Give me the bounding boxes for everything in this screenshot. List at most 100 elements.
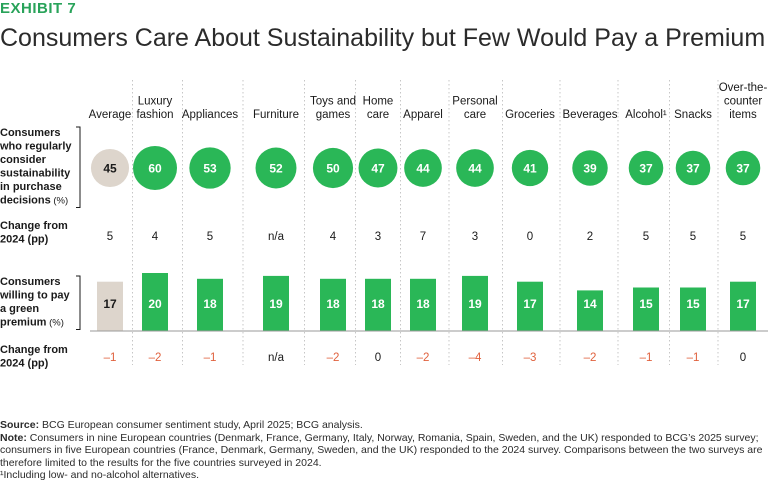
change-value: 5	[107, 231, 113, 243]
change-value: –2	[584, 352, 597, 364]
value-circle	[675, 150, 711, 186]
bar-value-label: 17	[736, 297, 750, 311]
value-circle	[255, 147, 297, 189]
chart-title: Consumers Care About Sustainability but …	[0, 24, 766, 52]
change-value: –4	[469, 352, 482, 364]
change-value: 0	[527, 231, 533, 243]
source-text: BCG European consumer sentiment study, A…	[42, 419, 363, 431]
bar-value-label: 18	[416, 297, 430, 311]
column-header: Furniture	[253, 109, 299, 121]
change-value: –3	[524, 352, 537, 364]
column-header: games	[316, 109, 351, 121]
value-bar	[97, 281, 123, 331]
value-circle	[511, 149, 549, 187]
value-circle	[572, 150, 608, 186]
value-bar	[197, 278, 223, 331]
value-circle	[628, 150, 664, 186]
value-bar	[410, 278, 436, 331]
circle-value-label: 45	[103, 162, 117, 176]
change-value: –1	[687, 352, 700, 364]
column-header: Snacks	[674, 109, 712, 121]
circle-value-label: 37	[686, 162, 700, 176]
footer: Source: BCG European consumer sentiment …	[0, 419, 768, 482]
bar-value-label: 19	[269, 297, 283, 311]
row-label: Change from	[0, 344, 68, 356]
row-bracket	[76, 275, 81, 330]
row-label: who regularly	[0, 141, 72, 153]
bar-value-label: 17	[103, 297, 117, 311]
change-value: n/a	[268, 231, 285, 243]
source-line: Source: BCG European consumer sentiment …	[0, 419, 768, 432]
row-label-unit: (%)	[46, 318, 63, 329]
column-header: Appliances	[182, 109, 239, 121]
row-label: decisions (%)	[0, 195, 68, 207]
column-header: Toys and	[310, 96, 356, 108]
value-bar	[680, 287, 706, 331]
change-value: –1	[640, 352, 653, 364]
value-bar	[462, 275, 488, 331]
value-circle	[312, 147, 354, 189]
change-value: 3	[472, 231, 478, 243]
circle-value-label: 60	[148, 162, 162, 176]
column-header: Average	[89, 109, 132, 121]
bar-value-label: 15	[686, 297, 700, 311]
circle-value-label: 37	[639, 162, 653, 176]
change-value: –1	[204, 352, 217, 364]
value-bar	[633, 287, 659, 331]
change-value: –2	[327, 352, 340, 364]
change-value: 3	[375, 231, 381, 243]
change-value: –2	[149, 352, 162, 364]
change-value: –1	[104, 352, 117, 364]
column-header: Alcohol¹	[625, 109, 667, 121]
column-header: Apparel	[403, 109, 443, 121]
value-bar	[577, 290, 603, 331]
row-label-unit: (%)	[51, 196, 68, 207]
circle-value-label: 44	[468, 162, 482, 176]
change-value: 4	[330, 231, 337, 243]
note-label: Note:	[0, 431, 27, 444]
bar-value-label: 14	[583, 297, 597, 311]
bar-value-label: 15	[639, 297, 653, 311]
row-label: 2024 (pp)	[0, 234, 49, 246]
column-header: items	[729, 109, 757, 121]
bar-value-label: 17	[523, 297, 537, 311]
value-circle	[90, 148, 130, 188]
row-label: a green	[0, 303, 39, 315]
row-bracket	[76, 126, 81, 208]
exhibit-label: EXHIBIT 7	[0, 0, 77, 17]
value-circle	[456, 149, 494, 187]
note-line: Note: Consumers in nine European countri…	[0, 432, 768, 470]
circle-value-label: 53	[203, 162, 217, 176]
value-bar	[365, 278, 391, 331]
value-circle	[725, 150, 761, 186]
circle-value-label: 50	[326, 162, 340, 176]
change-value: 5	[690, 231, 696, 243]
value-circle	[358, 148, 398, 188]
change-value: 0	[740, 352, 746, 364]
value-bar	[517, 281, 543, 331]
value-circle	[133, 146, 177, 190]
column-header: fashion	[136, 109, 173, 121]
value-bar	[142, 273, 168, 331]
row-label: Consumers	[0, 276, 61, 288]
column-header: care	[367, 109, 389, 121]
bar-value-label: 20	[148, 297, 162, 311]
row-label: Consumers	[0, 127, 61, 139]
circle-value-label: 37	[736, 162, 750, 176]
circle-value-label: 47	[371, 162, 385, 176]
row-label: willing to pay	[0, 290, 71, 302]
value-circle	[404, 149, 442, 187]
column-header: care	[464, 109, 486, 121]
column-header: Home	[363, 96, 394, 108]
row-label: consider	[0, 154, 47, 166]
row-label: sustainability	[0, 168, 71, 180]
change-value: 0	[375, 352, 381, 364]
value-bar	[320, 278, 346, 331]
column-header: Personal	[452, 96, 497, 108]
change-value: 2	[587, 231, 593, 243]
column-header: Groceries	[505, 109, 555, 121]
change-value: 5	[740, 231, 746, 243]
change-value: 4	[152, 231, 159, 243]
row-label: Change from	[0, 220, 68, 232]
value-circle	[189, 147, 231, 189]
